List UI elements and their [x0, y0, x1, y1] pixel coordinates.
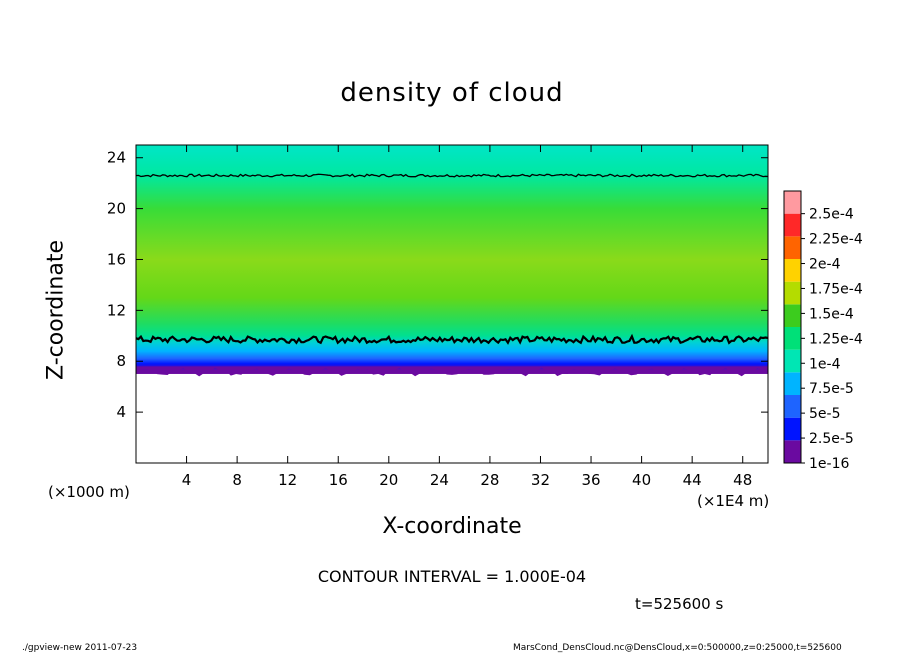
colorbar-label: 5e-5	[809, 406, 840, 422]
y-tick-label: 16	[107, 250, 126, 268]
x-tick-label: 48	[733, 471, 752, 489]
contour-line	[135, 333, 769, 345]
colorbar-label: 1.5e-4	[809, 306, 854, 322]
y-axis-label: Z-coordinate	[43, 240, 69, 380]
colorbar-swatch	[784, 440, 801, 463]
colorbar-swatch	[784, 372, 801, 395]
x-tick-label: 16	[329, 471, 348, 489]
x-tick-label: 32	[531, 471, 550, 489]
colorbar-swatch	[784, 349, 801, 373]
footer-program-date: ./gpview-new 2011-07-23	[22, 643, 138, 653]
colorbar-swatch	[784, 236, 801, 259]
colorbar-frame	[783, 190, 802, 464]
cloud-base-edge	[136, 366, 768, 377]
x-tick-label: 20	[379, 471, 398, 489]
y-tick-label: 20	[107, 200, 126, 218]
colorbar-swatch	[784, 327, 801, 350]
x-tick-label: 36	[581, 471, 600, 489]
contour-line	[135, 173, 769, 178]
plot-area	[135, 144, 769, 464]
colorbar-swatch	[784, 417, 801, 441]
colorbar-label: 2.5e-4	[809, 207, 854, 223]
colorbar-label: 7.5e-5	[809, 381, 854, 397]
colorbar-label: 2.25e-4	[809, 232, 863, 248]
x-tick-label: 28	[480, 471, 499, 489]
x-tick-label: 12	[278, 471, 297, 489]
x-scale-label: (×1E4 m)	[697, 492, 770, 510]
x-tick-label: 44	[683, 471, 702, 489]
colorbar-label: 2e-4	[809, 257, 841, 273]
plot-frame	[135, 144, 769, 464]
colorbar-label: 1.25e-4	[809, 331, 863, 347]
x-tick-label: 4	[182, 471, 192, 489]
x-tick-label: 40	[632, 471, 651, 489]
y-axis: 4 8 12 16 20 24	[107, 149, 768, 421]
colorbar-swatch	[784, 191, 801, 214]
y-tick-label: 4	[116, 403, 126, 421]
colorbar-swatch	[784, 213, 801, 237]
colorbar-swatch	[784, 281, 801, 305]
colorbar-label: 1e-4	[809, 356, 841, 372]
x-unit-label: (×1000 m)	[48, 483, 130, 501]
x-axis-label: X-coordinate	[382, 514, 522, 539]
contour-interval: CONTOUR INTERVAL = 1.000E-04	[317, 567, 587, 586]
x-axis: 4 8 12 16 20 24 28 32 36 40 44 48	[182, 145, 752, 489]
x-tick-label: 24	[430, 471, 449, 489]
colorbar-label: 2.5e-5	[809, 431, 854, 447]
y-tick-label: 12	[107, 301, 126, 319]
colorbar-label: 1e-16	[809, 456, 849, 472]
time-label: t=525600 s	[635, 595, 724, 613]
y-tick-label: 8	[116, 352, 126, 370]
colorbar: 1e-16 2.5e-5 5e-5 7.5e-5 1e-4 1.25e-4 1.5e-4 1.…	[783, 190, 863, 472]
chart-title: density of cloud	[340, 78, 564, 108]
footer-source: MarsCond_DensCloud.nc@DensCloud,x=0:5000…	[513, 643, 842, 653]
y-tick-label: 24	[107, 149, 126, 167]
colorbar-swatch	[784, 395, 801, 418]
colorbar-label: 1.75e-4	[809, 281, 863, 297]
colorbar-swatch	[784, 259, 801, 282]
colorbar-swatch	[784, 304, 801, 327]
x-tick-label: 8	[232, 471, 242, 489]
